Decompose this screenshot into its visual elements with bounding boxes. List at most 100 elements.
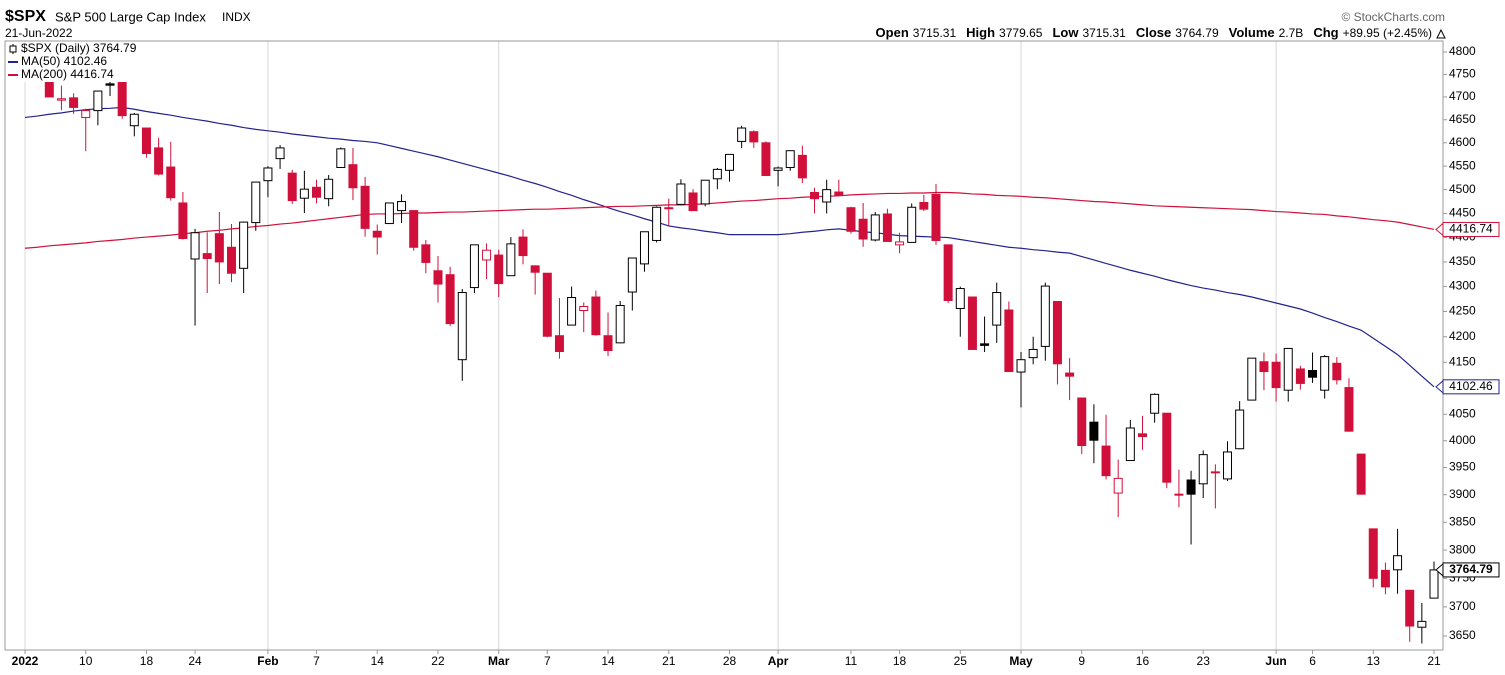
candle-body [1210, 471, 1220, 474]
candle-body [372, 230, 382, 238]
candle-body [506, 243, 516, 277]
candle-body [980, 343, 990, 346]
candle-body [1405, 589, 1415, 627]
candle-body [457, 292, 467, 361]
ma-last-label-box [1442, 379, 1500, 395]
x-tick-label: Feb [257, 654, 278, 668]
x-tick-label: 18 [893, 654, 907, 668]
x-tick-label: 13 [1367, 654, 1381, 668]
y-tick-label: 3850 [1449, 514, 1476, 528]
x-tick-label: 9 [1078, 654, 1085, 668]
y-tick-label: 3650 [1449, 628, 1476, 642]
candle-body [725, 153, 734, 171]
date: 21-Jun-2022 [5, 26, 73, 40]
candle-body [251, 181, 261, 224]
x-tick-label: 6 [1309, 654, 1316, 668]
candle-body [773, 167, 783, 171]
close-last-label-box [1442, 562, 1500, 578]
x-tick-label: 14 [601, 654, 615, 668]
candle-body [1137, 433, 1147, 437]
candle-body [409, 210, 419, 248]
credit: © StockCharts.com [1341, 10, 1445, 24]
candle-body [627, 257, 637, 293]
candle-body [822, 189, 832, 203]
quote-label: Close [1136, 25, 1171, 40]
ma-line [24, 106, 1435, 388]
candle-body [360, 185, 370, 229]
candle-body [433, 270, 443, 285]
legend-label: MA(200) 4416.74 [21, 67, 114, 81]
quote-label: Volume [1229, 25, 1275, 40]
x-tick-label: 7 [313, 654, 320, 668]
candle-body [530, 265, 540, 273]
candle-body [967, 296, 977, 350]
y-tick-label: 4450 [1449, 206, 1476, 220]
candle-body [1235, 409, 1245, 450]
candle-body [518, 236, 528, 257]
y-tick-label: 4550 [1449, 158, 1476, 172]
y-tick-label: 3900 [1449, 487, 1476, 501]
candle-body [117, 81, 127, 117]
candle-body [749, 131, 759, 143]
candle-body [226, 246, 236, 274]
candle-body [1016, 359, 1026, 373]
x-tick-label: 7 [544, 654, 551, 668]
legend-label: $SPX (Daily) 3764.79 [21, 41, 137, 55]
candle-body [287, 172, 297, 202]
candle-body [785, 150, 795, 169]
y-tick-label: 4650 [1449, 112, 1476, 126]
candle-body [445, 274, 455, 325]
quote-label: Low [1052, 25, 1079, 40]
quote-value: 3764.79 [1175, 26, 1219, 40]
quote-label: High [966, 25, 995, 40]
candle-body [166, 166, 176, 199]
candle-body [1259, 361, 1269, 373]
candle-body [263, 167, 273, 182]
quote-value: 3779.65 [999, 26, 1043, 40]
candle-body [579, 305, 589, 311]
candle-body [688, 192, 698, 212]
candle-body [1295, 368, 1305, 384]
close-last-label: 3764.79 [1449, 562, 1493, 576]
candle-body [469, 244, 479, 289]
candle-body [1344, 387, 1354, 432]
candle-body [1150, 393, 1160, 414]
candle-body [421, 244, 431, 263]
candle-body [858, 218, 868, 240]
x-tick-label: 22 [431, 654, 445, 668]
candle-body [494, 254, 504, 285]
candle-body [992, 292, 1002, 326]
x-tick-label: 21 [1427, 654, 1441, 668]
x-tick-label: May [1009, 654, 1033, 668]
x-tick-label: Jun [1265, 654, 1286, 668]
y-tick-label: 4350 [1449, 254, 1476, 268]
candle-body [336, 148, 346, 169]
candle-body [1320, 356, 1330, 391]
candle-body [56, 98, 66, 101]
candle-body [1308, 369, 1318, 378]
candle-body [1065, 372, 1075, 377]
candle-body [178, 202, 188, 240]
x-tick-label: 2022 [12, 654, 39, 668]
candle-body [955, 288, 965, 309]
y-tick-label: 4050 [1449, 406, 1476, 420]
candle-body [712, 168, 722, 180]
candle-body [615, 304, 625, 344]
chart-title: $SPX [5, 8, 46, 25]
candle-body [1162, 412, 1172, 483]
x-tick-label: 25 [954, 654, 968, 668]
change-arrow [1436, 28, 1446, 39]
plot-border [4, 40, 1444, 651]
x-tick-label: 24 [188, 654, 202, 668]
candle-body [129, 113, 139, 127]
x-tick-label: Mar [488, 654, 510, 668]
quote-value: +89.95 (+2.45%) [1343, 26, 1432, 40]
y-tick-label: 4200 [1449, 329, 1476, 343]
ma-line [24, 191, 1435, 249]
y-tick-label: 4250 [1449, 304, 1476, 318]
candle-body [1429, 569, 1439, 599]
candle-body [81, 110, 91, 118]
candle-body [93, 90, 103, 112]
candle-body [1052, 300, 1062, 365]
